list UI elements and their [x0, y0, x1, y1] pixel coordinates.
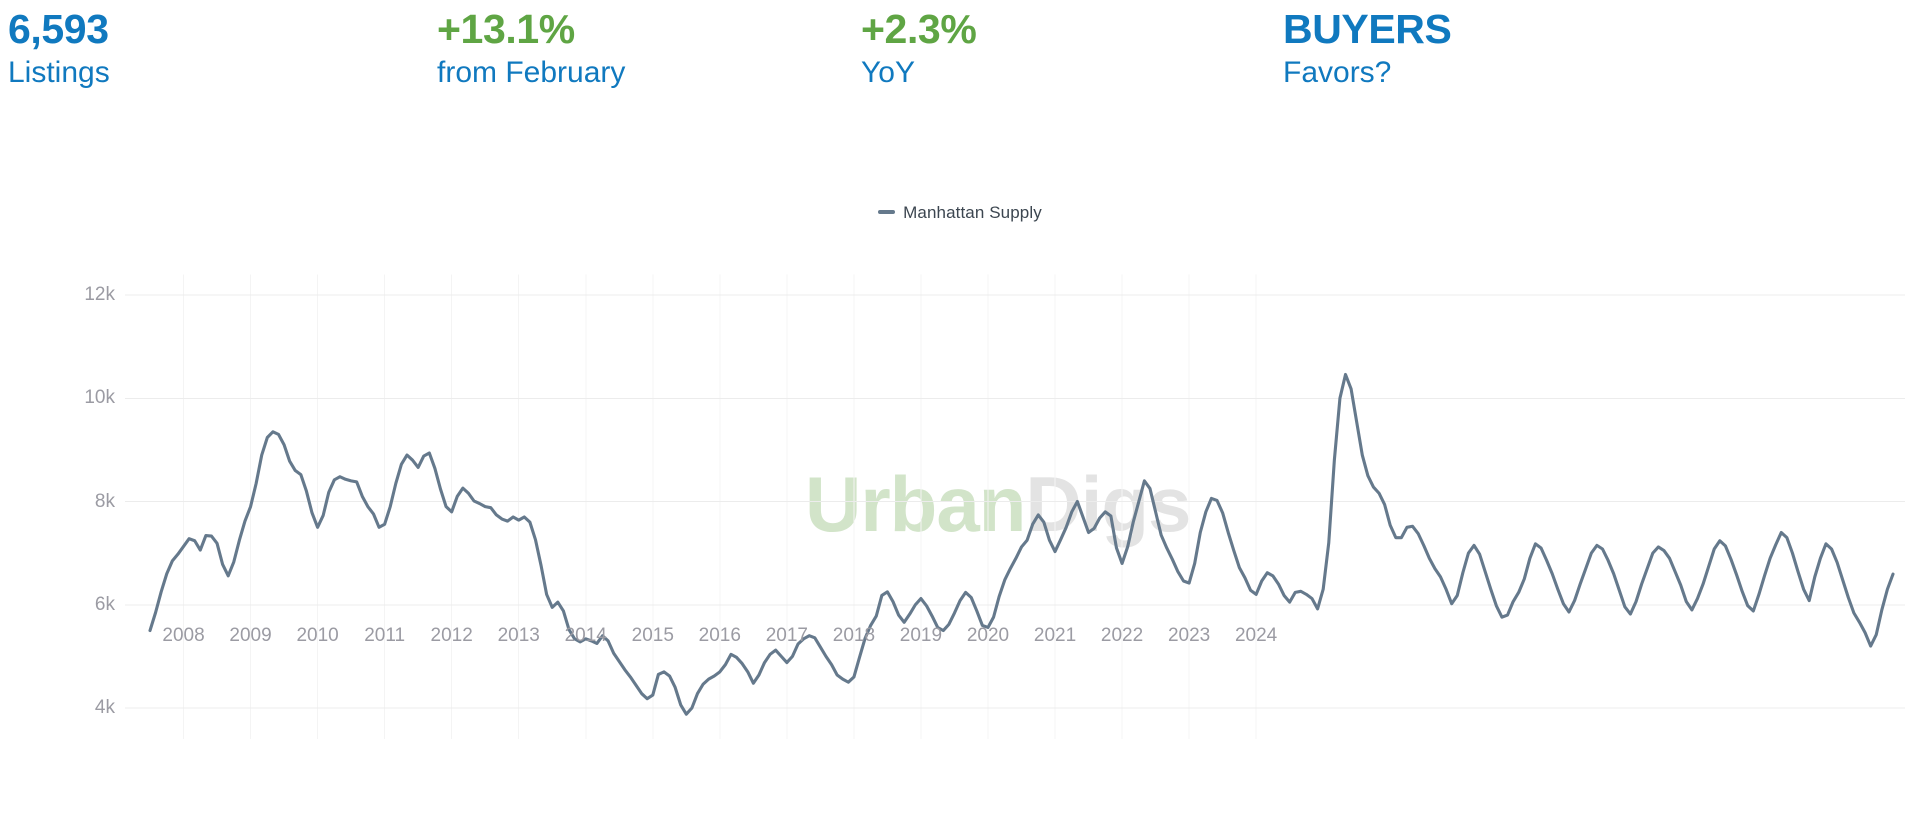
series-line-manhattan-supply — [148, 372, 1895, 716]
kpi-header-bar: 6,593 Listings +13.1% from February +2.3… — [0, 0, 1920, 120]
x-tick-2008: 2008 — [162, 625, 205, 646]
kpi-label-yoy: YoY — [861, 56, 915, 89]
x-tick-2013: 2013 — [497, 625, 540, 646]
x-tick-2023: 2023 — [1167, 625, 1211, 646]
x-tick-2021: 2021 — [1033, 625, 1077, 646]
kpi-label-month-change: from February — [437, 56, 626, 89]
kpi-value-month-change: +13.1% — [437, 6, 575, 52]
kpi-card-month-change: +13.1% from February — [437, 4, 625, 92]
y-tick-6k: 6k — [94, 593, 115, 615]
x-tick-2024: 2024 — [1234, 625, 1278, 646]
kpi-value-market-favors: BUYERS — [1283, 6, 1452, 52]
vertical-gridlines — [183, 274, 1257, 739]
x-tick-2016: 2016 — [698, 625, 741, 646]
plot-canvas — [125, 274, 1905, 739]
watermark-text-digs: Digs — [1025, 460, 1191, 548]
x-tick-2020: 2020 — [966, 625, 1010, 646]
kpi-label-market-favors: Favors? — [1283, 56, 1392, 89]
kpi-value-yoy: +2.3% — [861, 6, 977, 52]
x-tick-2009: 2009 — [229, 625, 272, 646]
x-tick-2014: 2014 — [564, 625, 607, 646]
x-tick-2018: 2018 — [832, 625, 876, 646]
kpi-label-listings: Listings — [8, 56, 110, 89]
x-tick-2010: 2010 — [296, 625, 339, 646]
y-tick-8k: 8k — [94, 490, 115, 512]
watermark-text-urban: Urban — [805, 460, 1026, 548]
y-tick-10k: 10k — [84, 387, 115, 409]
kpi-card-yoy: +2.3% YoY — [861, 4, 977, 92]
horizontal-gridlines — [125, 294, 1905, 709]
kpi-value-listings: 6,593 — [8, 6, 109, 52]
x-tick-2015: 2015 — [631, 625, 674, 646]
x-tick-2011: 2011 — [364, 625, 406, 646]
x-tick-2012: 2012 — [430, 625, 473, 646]
kpi-card-market-favors: BUYERS Favors? — [1283, 4, 1452, 92]
y-tick-4k: 4k — [94, 697, 115, 718]
y-tick-12k: 12k — [84, 284, 115, 305]
kpi-card-listings: 6,593 Listings — [8, 4, 110, 92]
urbandigs-watermark: UrbanDigs — [805, 465, 1191, 543]
x-tick-2017: 2017 — [765, 625, 808, 646]
x-tick-2022: 2022 — [1100, 625, 1144, 646]
x-tick-2019: 2019 — [899, 625, 943, 646]
supply-line-chart: Manhattan Supply UrbanDigs 4k 6k 8k 10k 12k … — [0, 120, 1920, 815]
